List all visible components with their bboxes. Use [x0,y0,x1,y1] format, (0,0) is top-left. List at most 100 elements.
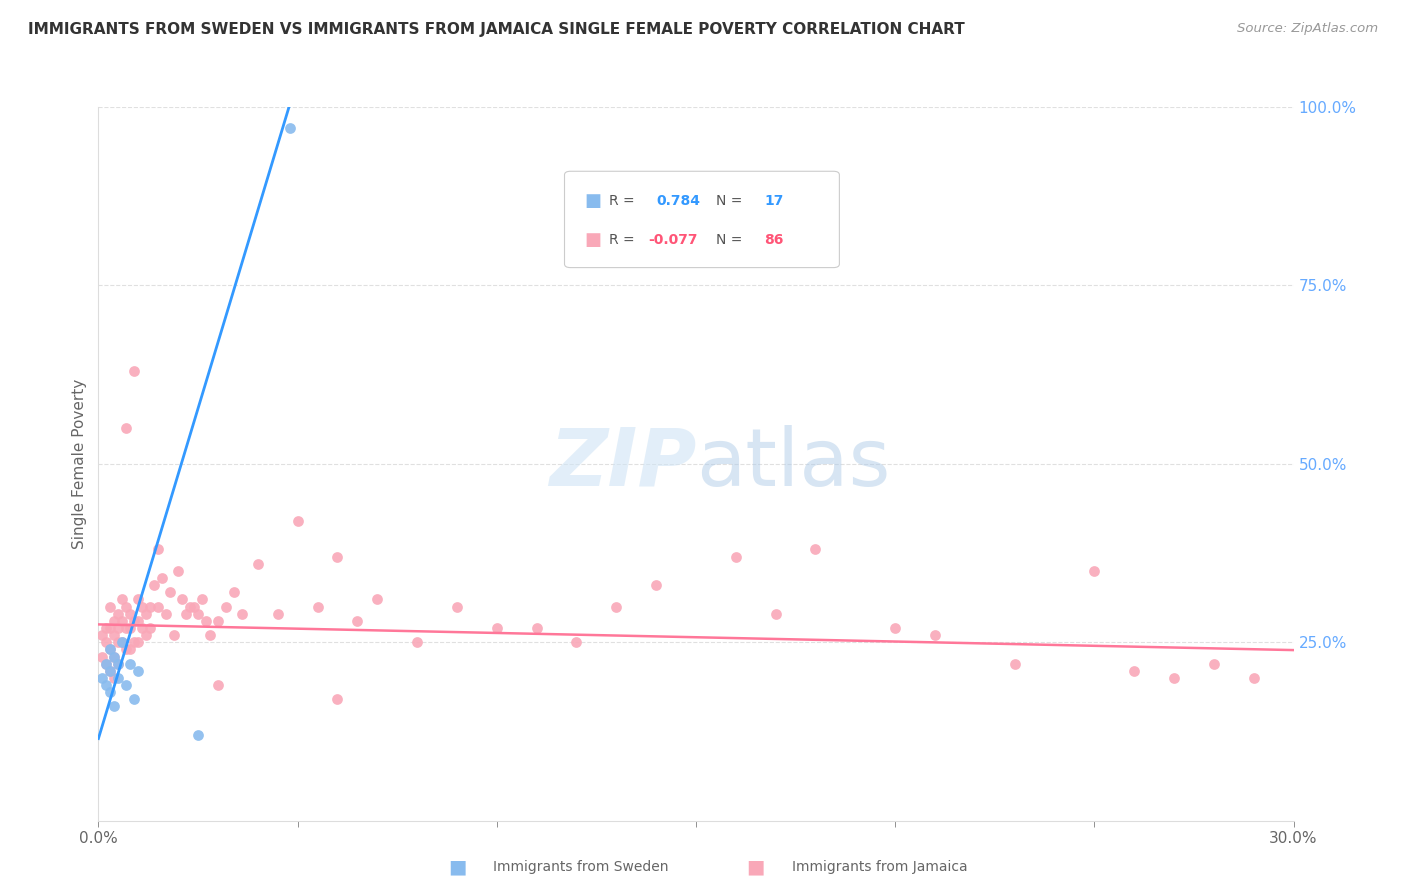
Text: IMMIGRANTS FROM SWEDEN VS IMMIGRANTS FROM JAMAICA SINGLE FEMALE POVERTY CORRELAT: IMMIGRANTS FROM SWEDEN VS IMMIGRANTS FRO… [28,22,965,37]
Point [135,607,157,621]
Point [107,657,129,671]
Point [172,592,194,607]
Point [1083,564,1105,578]
Point [115,642,138,657]
Point [91,671,114,685]
Point [103,649,125,664]
Point [326,549,349,564]
Point [135,628,157,642]
Point [565,635,588,649]
Text: ■: ■ [585,231,602,249]
Point [207,614,229,628]
Point [884,621,907,635]
Text: N =: N = [716,194,742,208]
Point [111,614,134,628]
Text: 17: 17 [763,194,783,208]
Text: atlas: atlas [696,425,890,503]
Point [111,635,134,649]
Point [724,549,747,564]
Point [127,664,149,678]
Point [187,728,209,742]
Point [131,599,153,614]
Point [100,664,122,678]
Point [139,621,162,635]
Point [96,657,118,671]
Point [120,642,142,657]
Point [100,664,122,678]
Text: Immigrants from Sweden: Immigrants from Sweden [494,860,668,874]
Y-axis label: Single Female Poverty: Single Female Poverty [72,379,87,549]
Point [183,599,205,614]
Point [100,642,122,657]
Point [131,621,153,635]
Point [115,678,138,692]
Point [115,421,138,435]
Point [1163,671,1185,685]
Text: 86: 86 [763,233,783,247]
Point [148,599,170,614]
Point [159,585,181,599]
Point [115,599,138,614]
Point [103,628,125,642]
Point [326,692,349,706]
Point [1004,657,1026,671]
Point [155,607,177,621]
Point [124,635,146,649]
Point [163,628,186,642]
Point [100,621,122,635]
Point [924,628,946,642]
Point [115,621,138,635]
Point [100,685,122,699]
Point [107,607,129,621]
Point [406,635,429,649]
Point [307,599,329,614]
Point [207,678,229,692]
Point [96,678,118,692]
Point [100,599,122,614]
Point [366,592,388,607]
Point [96,657,118,671]
Text: ■: ■ [585,193,602,211]
Point [103,614,125,628]
Point [191,592,214,607]
Point [111,592,134,607]
Point [111,635,134,649]
Point [103,671,125,685]
Point [124,614,146,628]
Point [526,621,548,635]
Point [120,657,142,671]
Text: R =: R = [609,194,634,208]
Point [91,649,114,664]
Point [179,599,201,614]
Point [765,607,787,621]
Point [107,621,129,635]
Text: ZIP: ZIP [548,425,696,503]
Point [231,607,253,621]
Point [127,592,149,607]
Point [1123,664,1146,678]
Text: Source: ZipAtlas.com: Source: ZipAtlas.com [1237,22,1378,36]
Point [287,514,309,528]
Point [124,692,146,706]
Point [278,121,301,136]
Point [222,585,245,599]
Point [120,621,142,635]
Point [100,642,122,657]
Point [485,621,508,635]
Point [246,557,269,571]
Point [174,607,197,621]
Point [107,635,129,649]
Point [187,607,209,621]
Point [120,607,142,621]
Point [150,571,173,585]
Point [139,599,162,614]
Point [127,614,149,628]
Point [215,599,238,614]
Point [103,699,125,714]
Point [107,671,129,685]
Text: N =: N = [716,233,742,247]
Text: -0.077: -0.077 [648,233,697,247]
Point [1202,657,1225,671]
Point [446,599,468,614]
Point [143,578,166,592]
